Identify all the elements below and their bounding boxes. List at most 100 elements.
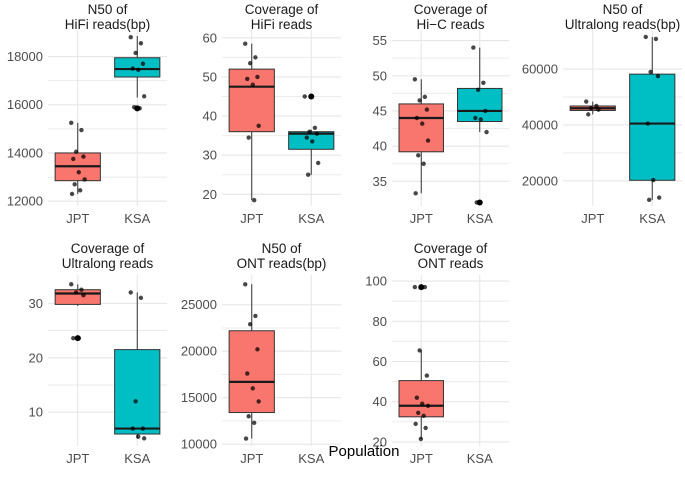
data-point	[422, 94, 428, 100]
data-point	[245, 76, 250, 82]
data-point	[253, 55, 258, 60]
y-tick-label: 30	[29, 296, 43, 311]
data-point	[133, 399, 138, 404]
panel-title-line-2: Ultralong reads(bp)	[565, 17, 681, 32]
y-tick-label: 100	[365, 274, 387, 289]
y-tick-label: 16000	[7, 97, 43, 112]
x-tick-label-jpt: JPT	[66, 451, 89, 466]
data-point	[255, 347, 260, 352]
data-point	[420, 401, 425, 406]
data-point	[243, 282, 248, 287]
outlier-point	[308, 93, 315, 100]
y-tick-label: 40	[373, 394, 387, 409]
data-point	[414, 115, 420, 121]
x-tick-label-jpt: JPT	[581, 211, 604, 226]
data-point	[314, 131, 320, 136]
x-axis-title: Population	[329, 443, 400, 460]
data-point	[137, 106, 142, 111]
y-tick-label: 20000	[522, 173, 558, 188]
y-tick-label: 14000	[7, 145, 43, 160]
data-point	[243, 41, 248, 46]
data-point	[412, 284, 418, 290]
data-point	[483, 108, 488, 114]
data-point	[475, 87, 481, 93]
data-point	[588, 106, 594, 111]
data-point	[417, 348, 422, 353]
box-ksa	[114, 35, 161, 112]
data-point	[251, 420, 257, 425]
iqr-box	[114, 349, 161, 435]
data-point	[414, 395, 420, 400]
data-point	[596, 107, 601, 112]
panel-title-line-2: HiFi reads	[251, 17, 313, 32]
data-point	[315, 160, 321, 166]
panel-title-line-1: Coverage of	[414, 2, 488, 17]
data-point	[425, 138, 431, 143]
data-point	[246, 414, 251, 419]
data-point	[141, 436, 147, 441]
box-ksa	[629, 34, 676, 203]
y-tick-label: 40000	[522, 117, 558, 132]
data-point	[643, 34, 648, 40]
data-point	[645, 121, 650, 126]
data-point	[413, 191, 418, 196]
data-point	[138, 41, 144, 46]
iqr-box	[629, 73, 676, 181]
data-point	[255, 74, 260, 80]
panel-title-line-2: Ultralong reads	[62, 256, 154, 271]
y-tick-label: 40	[373, 139, 387, 154]
data-point	[312, 125, 318, 130]
data-point	[302, 94, 307, 99]
data-point	[128, 35, 133, 40]
x-tick-label-ksa: KSA	[298, 451, 324, 466]
y-tick-label: 10	[29, 405, 43, 420]
data-point	[77, 188, 83, 193]
data-point	[424, 107, 430, 112]
box-ksa	[288, 93, 335, 177]
data-point	[141, 94, 147, 99]
data-point	[81, 154, 86, 159]
data-point	[130, 426, 135, 431]
data-point	[424, 373, 430, 378]
y-tick-label: 35	[373, 174, 387, 189]
data-point	[79, 287, 84, 292]
panel-title-line-1: N50 of	[88, 2, 128, 17]
data-point	[136, 434, 141, 439]
iqr-box	[114, 57, 161, 78]
data-point	[412, 77, 418, 82]
data-point	[423, 425, 428, 431]
data-point	[305, 172, 311, 177]
data-point	[76, 170, 81, 175]
x-tick-label-jpt: JPT	[410, 211, 433, 226]
data-point	[421, 413, 426, 419]
panel-title-line-2: ONT reads	[418, 256, 484, 271]
y-tick-label: 50	[203, 69, 217, 84]
data-point	[71, 335, 76, 341]
y-tick-label: 18000	[7, 49, 43, 64]
box-jpt	[398, 284, 444, 442]
data-point	[131, 104, 137, 110]
data-point	[310, 139, 315, 144]
data-point	[140, 61, 146, 66]
data-point	[653, 36, 659, 42]
data-point	[128, 290, 133, 295]
panel-title-line-2: HiFi reads(bp)	[65, 17, 151, 32]
panel-title-line-2: Hi−C reads	[417, 17, 485, 32]
data-point	[422, 284, 428, 290]
x-tick-label-ksa: KSA	[124, 211, 150, 226]
data-point	[253, 313, 258, 319]
data-point	[471, 45, 476, 50]
data-point	[586, 112, 591, 117]
data-point	[251, 197, 257, 203]
data-point	[133, 50, 138, 56]
y-tick-label: 60000	[522, 62, 558, 77]
data-point	[584, 99, 589, 104]
y-tick-label: 25000	[181, 297, 217, 312]
data-point	[484, 129, 489, 135]
data-point	[245, 371, 250, 376]
data-point	[73, 149, 79, 154]
y-tick-label: 20	[373, 434, 387, 449]
iqr-box	[398, 103, 444, 153]
